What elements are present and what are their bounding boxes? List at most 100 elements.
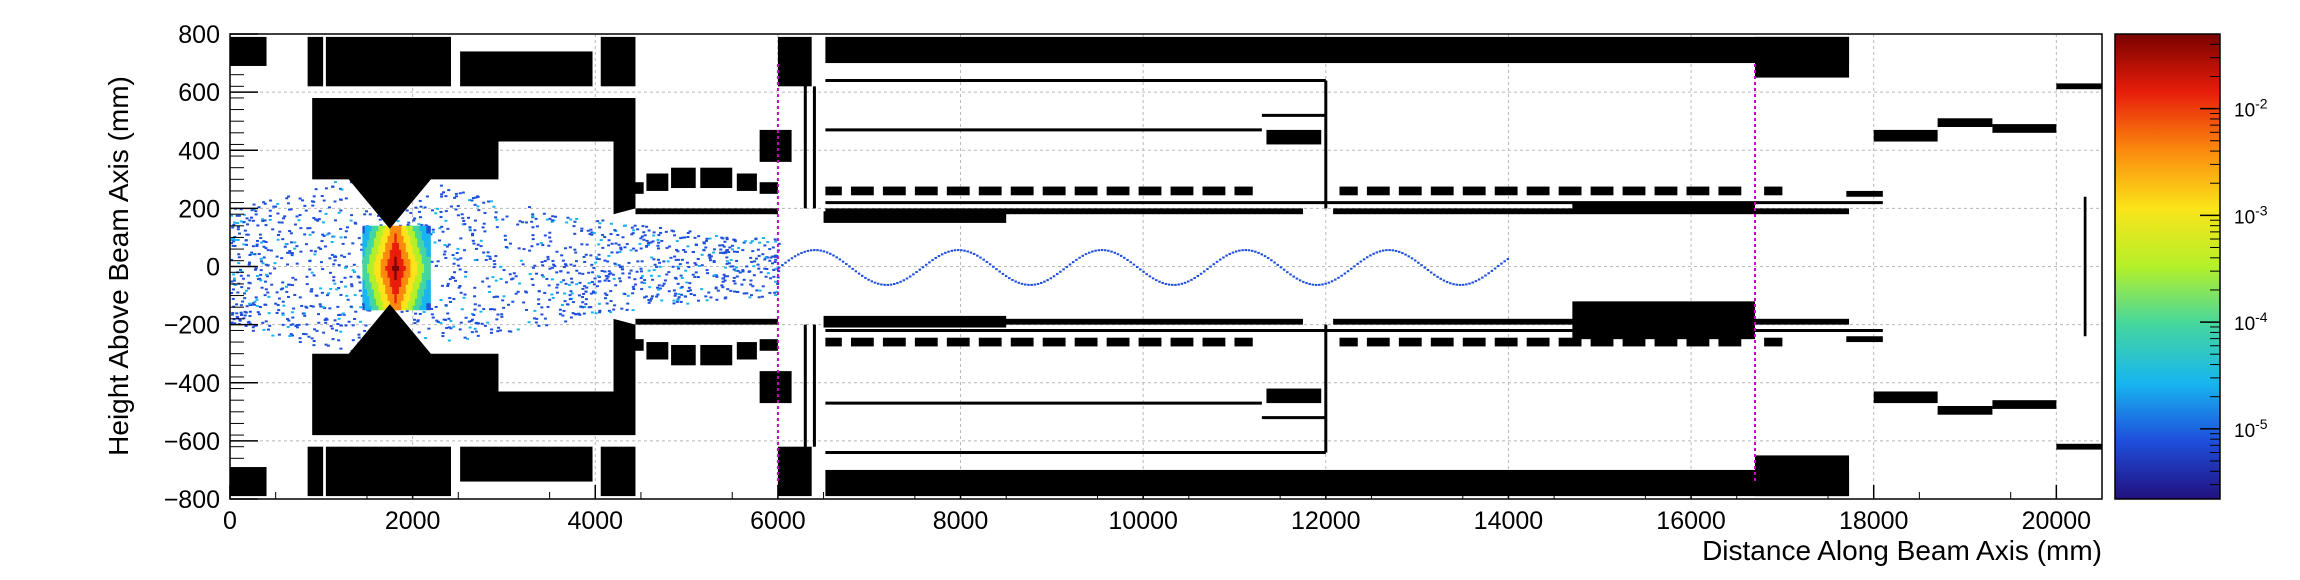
heat-cell <box>424 232 429 236</box>
heat-cell <box>558 308 562 311</box>
heat-cell <box>387 295 393 299</box>
heat-cell <box>376 302 381 306</box>
heat-cell <box>721 286 725 289</box>
heat-cell <box>289 232 293 235</box>
detector-block <box>1846 336 1883 343</box>
heat-cell <box>543 291 547 294</box>
heat-cell <box>566 271 570 274</box>
heat-cell <box>264 241 268 244</box>
heat-cell <box>447 317 451 320</box>
heat-cell <box>360 243 364 246</box>
heat-cell <box>231 244 235 247</box>
heat-cell <box>430 260 434 263</box>
heat-cell <box>1039 281 1043 284</box>
heat-cell <box>545 277 549 280</box>
heat-cell <box>382 267 388 271</box>
heat-cell <box>421 288 427 292</box>
heat-cell <box>311 204 315 207</box>
heat-cell <box>382 274 388 278</box>
detector-segment <box>914 337 938 347</box>
heat-cell <box>366 258 372 262</box>
heat-cell <box>464 270 468 273</box>
heat-cell <box>378 304 383 308</box>
heat-cell <box>257 278 261 281</box>
heat-cell <box>373 232 379 236</box>
heat-cell <box>755 289 759 292</box>
heat-cell <box>560 254 564 257</box>
heat-cell <box>702 241 706 244</box>
heat-cell <box>322 234 326 237</box>
heat-cell <box>677 296 681 299</box>
heat-cell <box>419 286 424 290</box>
heat-cell <box>539 242 543 245</box>
heat-cell <box>378 267 383 271</box>
heat-cell <box>295 326 299 329</box>
heat-cell <box>401 260 406 264</box>
heat-cell <box>421 267 427 271</box>
heat-cell <box>673 255 677 258</box>
heat-cell <box>389 272 395 276</box>
heat-cell <box>1286 271 1289 274</box>
heat-cell <box>380 300 386 304</box>
heat-cell <box>773 291 777 294</box>
heat-cell <box>366 265 372 269</box>
heat-cell <box>604 274 608 277</box>
heat-cell <box>382 225 388 229</box>
heat-cell <box>266 291 270 294</box>
heat-cell <box>371 267 377 271</box>
heat-cell <box>247 287 251 290</box>
heat-cell <box>1187 280 1190 283</box>
heat-cell <box>715 298 719 301</box>
heat-cell <box>364 267 370 271</box>
heat-cell <box>419 251 424 255</box>
heat-cell <box>376 263 381 267</box>
heat-cell <box>1180 282 1184 285</box>
heat-cell <box>408 304 413 308</box>
heat-cell <box>394 295 399 299</box>
heat-cell <box>408 251 413 255</box>
heat-cell <box>394 249 399 253</box>
heat-cell <box>401 232 406 236</box>
heat-cell <box>459 291 463 294</box>
heat-cell <box>1442 279 1446 282</box>
heat-cell <box>241 300 245 303</box>
heat-cell <box>960 249 963 252</box>
heat-cell <box>403 295 409 299</box>
heat-cell <box>321 306 325 309</box>
heat-cell <box>570 292 574 295</box>
heat-cell <box>380 242 386 246</box>
heat-cell <box>1084 253 1088 256</box>
heat-cell <box>438 239 442 242</box>
heat-cell <box>385 260 390 264</box>
heat-cell <box>461 217 465 220</box>
heat-cell <box>382 304 388 308</box>
heat-cell <box>470 199 474 202</box>
heat-cell <box>597 253 601 256</box>
heat-cell <box>385 297 390 301</box>
heat-cell <box>369 263 374 267</box>
detector-segment <box>1526 186 1550 196</box>
heat-cell <box>373 244 379 248</box>
heat-cell <box>494 255 498 258</box>
heat-cell <box>336 323 340 326</box>
heat-cell <box>438 227 442 230</box>
heat-cell <box>362 283 367 287</box>
heat-cell <box>403 239 409 243</box>
heat-cell <box>533 264 537 267</box>
detector-block <box>460 51 593 87</box>
heat-cell <box>652 234 656 237</box>
heat-cell <box>403 286 409 290</box>
heat-cell <box>995 268 998 271</box>
heat-cell <box>421 272 427 276</box>
heat-cell <box>414 283 420 287</box>
heat-cell <box>293 247 297 250</box>
heat-cell <box>410 249 415 253</box>
heat-cell <box>396 263 402 267</box>
heat-cell <box>417 210 421 213</box>
heat-cell <box>389 302 395 306</box>
heat-cell <box>311 305 315 308</box>
heat-cell <box>396 258 402 262</box>
heat-cell <box>401 269 406 273</box>
heat-cell <box>490 308 494 311</box>
heat-cell <box>371 260 377 264</box>
